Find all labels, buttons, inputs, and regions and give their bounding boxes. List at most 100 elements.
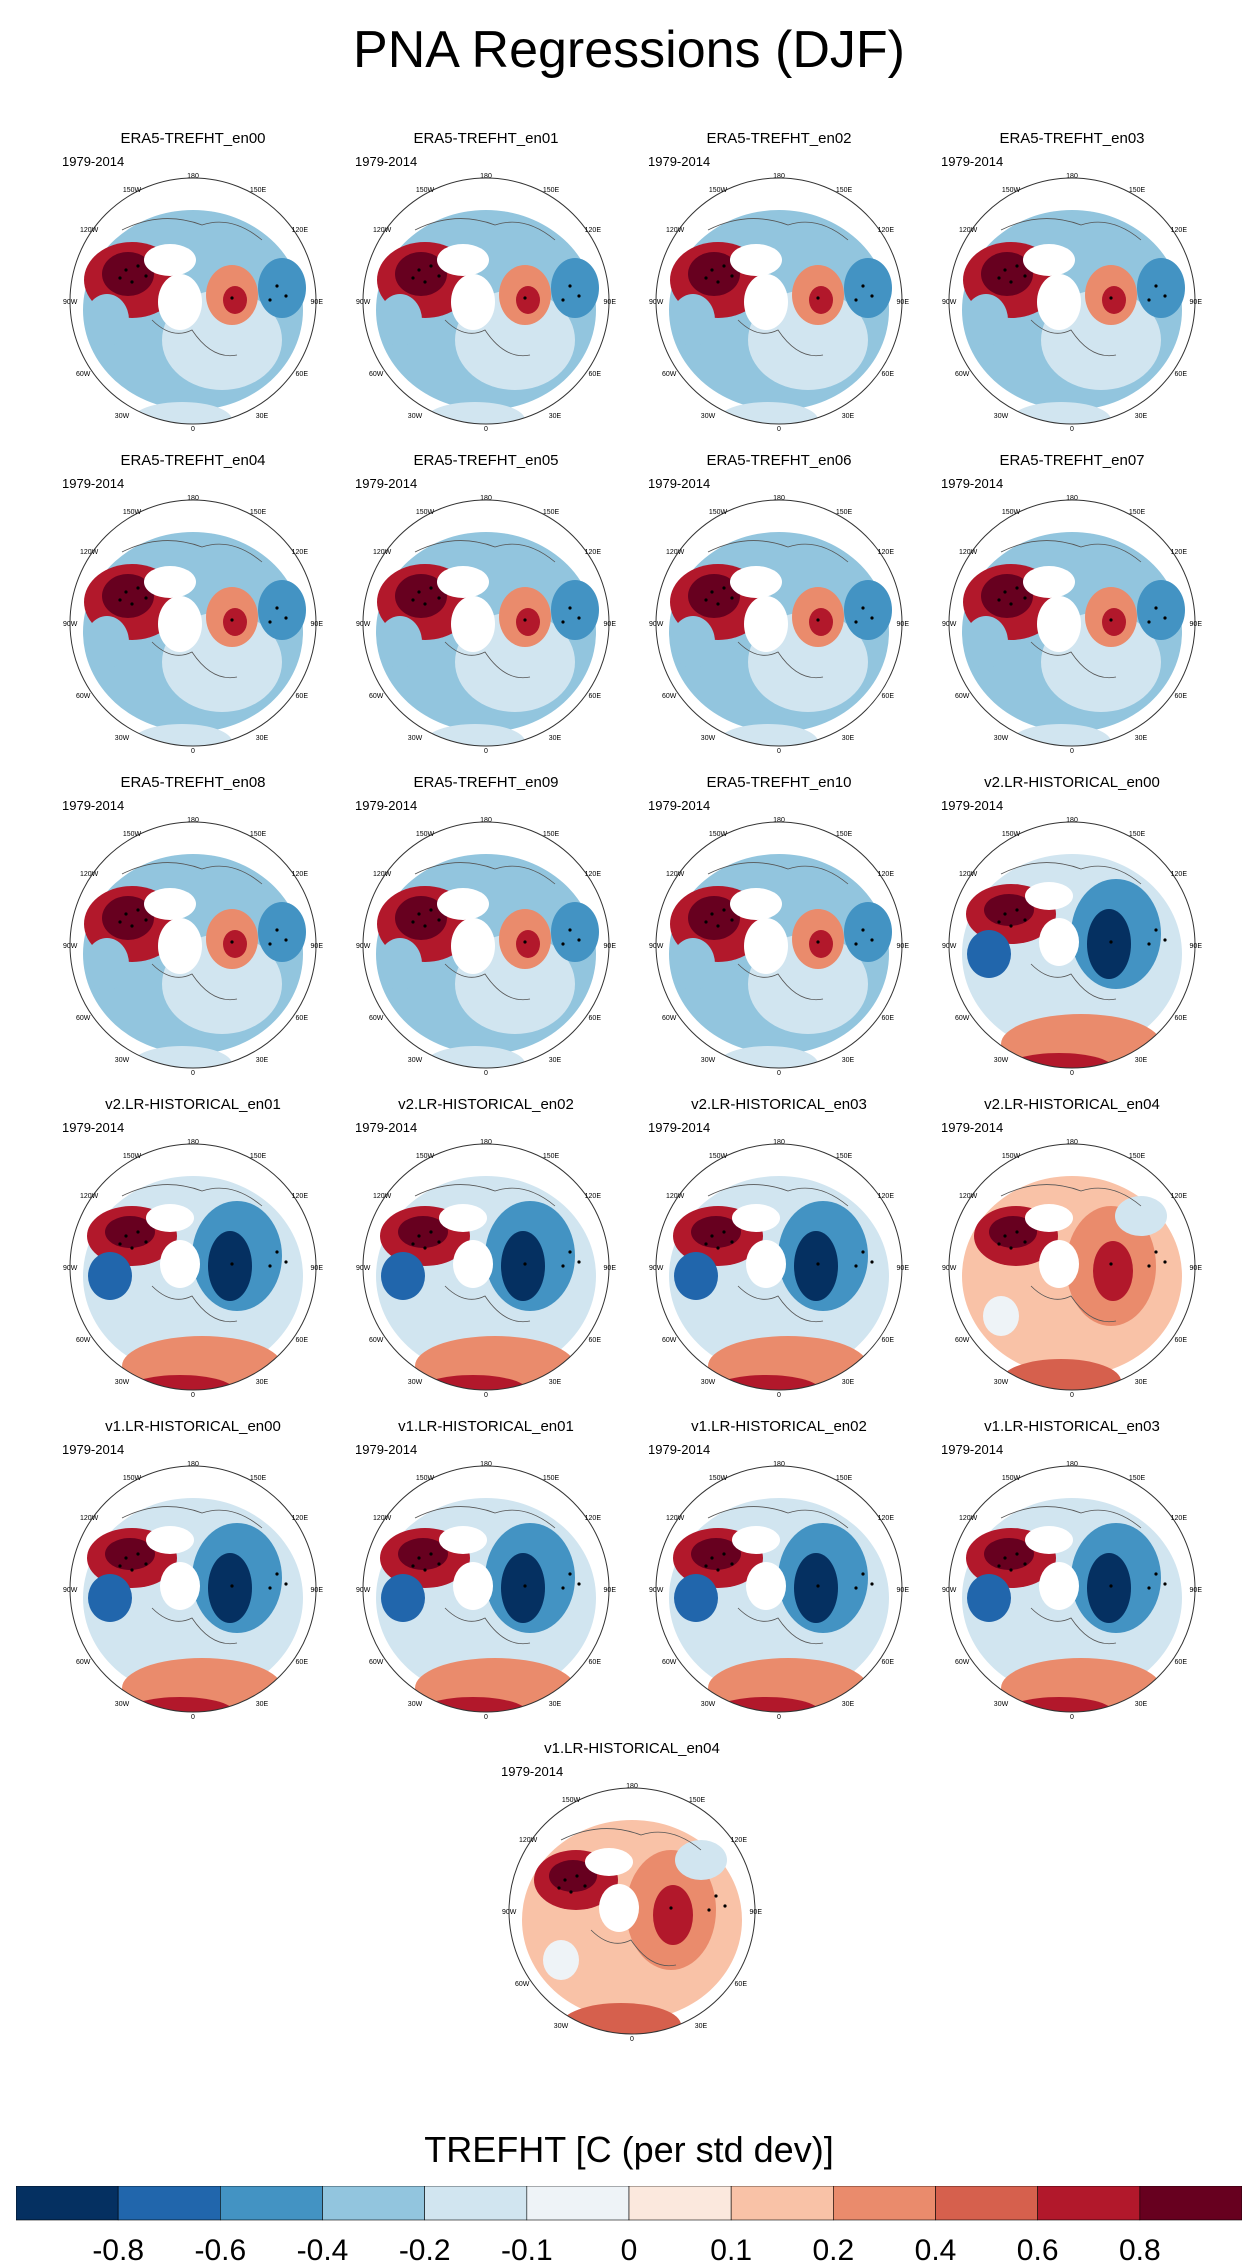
significance-dot [723,1904,727,1908]
coastline [121,218,263,241]
significance-dot [730,918,734,922]
longitude-label: 90W [356,621,371,628]
significance-dot [1163,616,1167,620]
significance-dot [561,1264,565,1268]
map-panel: v1.LR-HISTORICAL_en04 1979-2014 180 0 90W 90E… [501,1740,763,2045]
significance-dot [722,264,726,268]
map-border [362,499,610,747]
cold-anomaly [425,1046,525,1068]
colorbar-tick-label: 0.2 [812,2234,854,2266]
significance-dot [429,586,433,590]
longitude-label: 30W [115,1701,130,1708]
significance-dot [1023,918,1027,922]
significance-dot [568,284,572,288]
warm-anomaly [809,608,833,636]
map-border [948,821,1196,1069]
longitude-label: 120E [878,549,895,556]
longitude-label: 0 [191,1070,195,1076]
coastline [707,218,849,241]
polar-map: 180 0 90W 90E 150W 120W 150E 120E 60W 30W 60E 30E [63,817,323,1076]
longitude-label: 0 [191,1714,195,1720]
cold-anomaly [258,580,306,640]
cold-anomaly [674,1574,718,1622]
longitude-label: 30W [701,735,716,742]
significance-dot [563,1878,567,1882]
coastline [737,1285,824,1323]
coastline [121,862,263,885]
significance-dot [429,264,433,268]
longitude-label: 30E [549,413,562,420]
significance-dot [411,276,415,280]
arctic-ocean [439,1526,487,1554]
warm-anomaly [102,252,154,296]
longitude-label: 90W [63,621,78,628]
significance-dot [130,602,134,606]
significance-dot [722,586,726,590]
warm-anomaly [984,1538,1034,1570]
cold-anomaly [132,402,232,424]
significance-dot [722,1552,726,1556]
colorbar-segment [220,2186,323,2221]
longitude-label: 30W [701,1701,716,1708]
significance-dot [523,618,527,622]
panel-title: v2.LR-HISTORICAL_en03 [691,1096,867,1113]
colorbar-segment [1037,2186,1141,2221]
longitude-label: 120E [585,549,602,556]
significance-dot [437,1562,441,1566]
longitude-label: 0 [484,748,488,754]
map-panel: ERA5-TREFHT_en00 1979-2014 180 0 90W 90E 150W 1… [62,130,324,435]
longitude-label: 180 [1066,817,1078,824]
longitude-label: 150W [123,187,142,194]
arctic-ocean [144,888,196,920]
polar-map: 180 0 90W 90E 150W 120W 150E 120E 60W 30W 60E 30E [649,495,909,754]
longitude-label: 30W [554,2023,569,2030]
significance-dot [1023,274,1027,278]
significance-dot [861,1250,865,1254]
longitude-label: 30E [1135,413,1148,420]
significance-dot [870,294,874,298]
map-panel: v2.LR-HISTORICAL_en00 1979-2014 180 0 90W 90E… [941,774,1203,1079]
coastline [707,1506,849,1529]
significance-dot [870,1582,874,1586]
arctic-ocean [730,244,782,276]
significance-dot [716,280,720,284]
cold-anomaly [88,1574,132,1622]
longitude-label: 120E [292,549,309,556]
significance-dot [1147,298,1151,302]
significance-dot [284,1260,288,1264]
cold-anomaly [674,1252,718,1300]
map-panel: v2.LR-HISTORICAL_en04 1979-2014 180 0 90W 90E… [941,1096,1203,1401]
significance-dot [230,296,234,300]
significance-dot [275,284,279,288]
significance-dot [124,912,128,916]
significance-dot [854,1586,858,1590]
warm-anomaly [516,286,540,314]
longitude-label: 150E [836,509,853,516]
longitude-label: 30E [842,1701,855,1708]
longitude-label: 60E [589,1337,602,1344]
significance-dot [523,1262,527,1266]
significance-dot [1009,1246,1013,1250]
coastline [151,641,238,679]
significance-dot [730,274,734,278]
polar-map: 180 0 90W 90E 150W 120W 150E 120E 60W 30W 60E 30E [942,817,1202,1076]
coastline [737,963,824,1001]
panel-years: 1979-2014 [62,1442,125,1457]
longitude-label: 120E [1171,1193,1188,1200]
map-panel: ERA5-TREFHT_en02 1979-2014 180 0 90W 90E 150W 1… [648,130,910,435]
warm-anomaly [105,1538,155,1570]
longitude-label: 0 [191,426,195,432]
page-title: PNA Regressions (DJF) [353,21,905,79]
longitude-label: 120E [1171,871,1188,878]
significance-dot [118,1564,122,1568]
cold-anomaly [132,1046,232,1068]
longitude-label: 150E [543,831,560,838]
significance-dot [284,616,288,620]
coastline [1030,319,1117,357]
longitude-label: 60E [1175,371,1188,378]
longitude-label: 30E [256,1701,269,1708]
longitude-label: 90E [1190,621,1203,628]
panel-years: 1979-2014 [648,1120,711,1135]
arctic-ocean [746,1562,786,1610]
longitude-label: 120E [292,1515,309,1522]
